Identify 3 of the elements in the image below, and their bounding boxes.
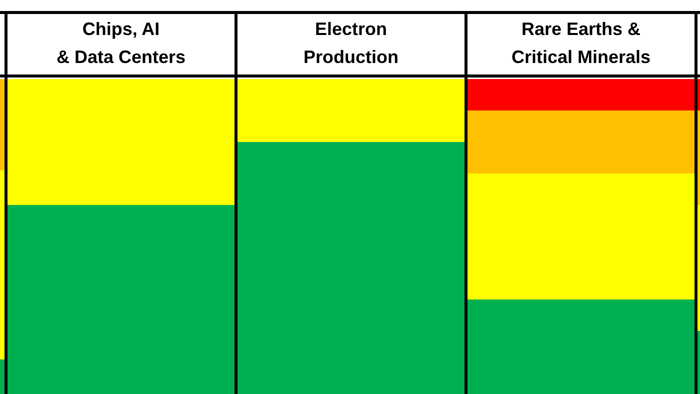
- x-tick-label: Electron Production: [304, 19, 398, 67]
- x-tick-label: Chips, AI & Data Centers: [56, 19, 186, 67]
- x-tick-label: Rare Earths & Critical Minerals: [511, 19, 651, 67]
